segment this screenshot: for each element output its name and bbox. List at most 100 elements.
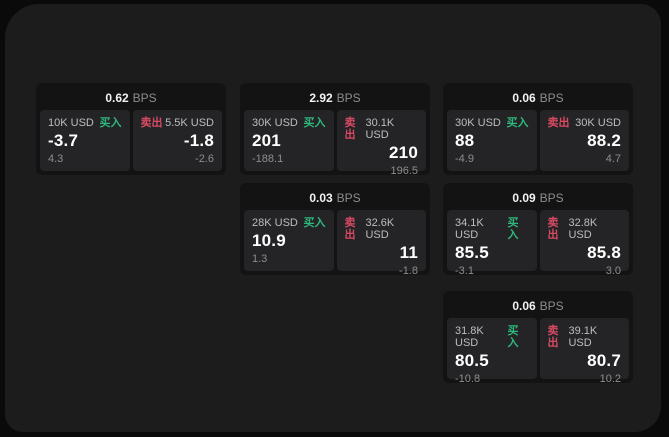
buy-delta: -4.9 bbox=[455, 153, 474, 165]
sell-delta: 3.0 bbox=[605, 265, 621, 277]
quote-card-body: 31.8K USD 买入 80.5 -10.8 卖出 39.1K USD 80.… bbox=[443, 318, 633, 385]
sell-notional: 30.1K USD bbox=[365, 117, 395, 141]
quote-card: 0.62 BPS 10K USD 买入 -3.7 4.3 卖出 5.5K USD bbox=[36, 83, 226, 175]
buy-quote-pane[interactable]: 30K USD 买入 201 -188.1 bbox=[244, 110, 334, 171]
sell-delta: -1.8 bbox=[399, 265, 418, 277]
spread-bps-value: 0.06 bbox=[512, 90, 536, 105]
buy-notional: 34.1K USD bbox=[455, 217, 484, 241]
sell-notional: 5.5K USD bbox=[165, 117, 214, 129]
buy-quote-pane[interactable]: 10K USD 买入 -3.7 4.3 bbox=[40, 110, 130, 171]
spread-bps-unit: BPS bbox=[539, 90, 564, 105]
spread-bps-unit: BPS bbox=[336, 190, 361, 205]
sell-delta: 4.7 bbox=[605, 153, 621, 165]
quote-card: 0.06 BPS 30K USD 买入 88 -4.9 卖出 30K USD bbox=[443, 83, 633, 175]
spread-bps-value: 0.09 bbox=[512, 190, 536, 205]
spread-bps-unit: BPS bbox=[132, 90, 157, 105]
sell-delta: 10.2 bbox=[599, 373, 621, 385]
buy-side-label: 买入 bbox=[506, 117, 529, 129]
buy-quote-pane[interactable]: 30K USD 买入 88 -4.9 bbox=[447, 110, 537, 171]
spread-bps-unit: BPS bbox=[539, 298, 564, 313]
spread-header: 0.03 BPS bbox=[240, 183, 430, 210]
sell-pane-top: 卖出 30.1K USD bbox=[345, 117, 419, 141]
buy-pane-top: 28K USD 买入 bbox=[252, 217, 326, 229]
sell-side-label: 卖出 bbox=[344, 117, 356, 141]
quote-card: 2.92 BPS 30K USD 买入 201 -188.1 卖出 30.1K … bbox=[240, 83, 430, 177]
buy-delta: -3.1 bbox=[455, 265, 474, 277]
spread-bps-unit: BPS bbox=[539, 190, 564, 205]
sell-price: 80.7 bbox=[587, 351, 621, 370]
buy-delta: -10.8 bbox=[455, 373, 481, 385]
sell-price: 210 bbox=[389, 143, 418, 162]
quotes-board-panel: 0.62 BPS 10K USD 买入 -3.7 4.3 卖出 5.5K USD bbox=[5, 4, 661, 432]
sell-side-label: 卖出 bbox=[140, 117, 163, 129]
buy-notional: 30K USD bbox=[252, 117, 298, 129]
sell-price: -1.8 bbox=[183, 131, 214, 150]
sell-quote-pane[interactable]: 卖出 32.6K USD 11 -1.8 bbox=[336, 210, 426, 277]
buy-price: 80.5 bbox=[455, 351, 489, 370]
spread-bps-value: 0.06 bbox=[512, 298, 536, 313]
sell-price: 11 bbox=[399, 243, 418, 262]
quote-card-body: 10K USD 买入 -3.7 4.3 卖出 5.5K USD -1.8 -2.… bbox=[36, 110, 226, 171]
sell-delta: -2.6 bbox=[195, 153, 214, 165]
sell-price: 88.2 bbox=[587, 131, 621, 150]
sell-notional: 30K USD bbox=[575, 117, 621, 129]
sell-pane-top: 卖出 5.5K USD bbox=[141, 117, 215, 129]
buy-quote-pane[interactable]: 28K USD 买入 10.9 1.3 bbox=[244, 210, 334, 271]
buy-notional: 31.8K USD bbox=[455, 325, 484, 349]
sell-price: 85.8 bbox=[587, 243, 621, 262]
buy-quote-pane[interactable]: 31.8K USD 买入 80.5 -10.8 bbox=[447, 318, 537, 385]
sell-quote-pane[interactable]: 卖出 32.8K USD 85.8 3.0 bbox=[539, 210, 629, 277]
buy-delta: 4.3 bbox=[48, 153, 64, 165]
sell-pane-top: 卖出 32.6K USD bbox=[345, 217, 419, 241]
buy-side-label: 买入 bbox=[507, 325, 519, 349]
buy-pane-top: 31.8K USD 买入 bbox=[455, 325, 529, 349]
sell-pane-top: 卖出 32.8K USD bbox=[548, 217, 622, 241]
sell-pane-top: 卖出 30K USD bbox=[548, 117, 622, 129]
quote-card-body: 34.1K USD 买入 85.5 -3.1 卖出 32.8K USD 85.8… bbox=[443, 210, 633, 277]
sell-pane-top: 卖出 39.1K USD bbox=[548, 325, 622, 349]
quote-card-body: 28K USD 买入 10.9 1.3 卖出 32.6K USD 11 -1.8 bbox=[240, 210, 430, 277]
sell-quote-pane[interactable]: 卖出 30.1K USD 210 196.5 bbox=[336, 110, 426, 177]
buy-delta: -188.1 bbox=[252, 153, 284, 165]
sell-quote-pane[interactable]: 卖出 39.1K USD 80.7 10.2 bbox=[539, 318, 629, 385]
spread-bps-value: 0.62 bbox=[105, 90, 129, 105]
sell-notional: 32.8K USD bbox=[568, 217, 598, 241]
spread-header: 0.62 BPS bbox=[36, 83, 226, 110]
quote-card-body: 30K USD 买入 201 -188.1 卖出 30.1K USD 210 1… bbox=[240, 110, 430, 177]
buy-price: 88 bbox=[455, 131, 475, 150]
spread-bps-unit: BPS bbox=[336, 90, 361, 105]
sell-notional: 32.6K USD bbox=[365, 217, 395, 241]
spread-header: 0.06 BPS bbox=[443, 291, 633, 318]
buy-price: 201 bbox=[252, 131, 281, 150]
buy-notional: 10K USD bbox=[48, 117, 94, 129]
buy-notional: 28K USD bbox=[252, 217, 298, 229]
sell-quote-pane[interactable]: 卖出 5.5K USD -1.8 -2.6 bbox=[132, 110, 222, 171]
quote-card: 0.06 BPS 31.8K USD 买入 80.5 -10.8 卖出 39.1… bbox=[443, 291, 633, 385]
sell-delta: 196.5 bbox=[390, 165, 418, 177]
quote-card: 0.09 BPS 34.1K USD 买入 85.5 -3.1 卖出 32.8K… bbox=[443, 183, 633, 277]
buy-quote-pane[interactable]: 34.1K USD 买入 85.5 -3.1 bbox=[447, 210, 537, 277]
buy-price: -3.7 bbox=[48, 131, 79, 150]
spread-header: 2.92 BPS bbox=[240, 83, 430, 110]
sell-side-label: 卖出 bbox=[547, 217, 559, 241]
buy-side-label: 买入 bbox=[303, 217, 326, 229]
buy-side-label: 买入 bbox=[303, 117, 326, 129]
buy-pane-top: 10K USD 买入 bbox=[48, 117, 122, 129]
quote-card: 0.03 BPS 28K USD 买入 10.9 1.3 卖出 32.6K US… bbox=[240, 183, 430, 277]
buy-delta: 1.3 bbox=[252, 253, 268, 265]
buy-pane-top: 34.1K USD 买入 bbox=[455, 217, 529, 241]
spread-header: 0.06 BPS bbox=[443, 83, 633, 110]
sell-quote-pane[interactable]: 卖出 30K USD 88.2 4.7 bbox=[539, 110, 629, 171]
buy-side-label: 买入 bbox=[507, 217, 519, 241]
buy-side-label: 买入 bbox=[99, 117, 122, 129]
spread-bps-value: 2.92 bbox=[309, 90, 333, 105]
buy-price: 10.9 bbox=[252, 231, 286, 250]
sell-side-label: 卖出 bbox=[344, 217, 356, 241]
spread-bps-value: 0.03 bbox=[309, 190, 333, 205]
spread-header: 0.09 BPS bbox=[443, 183, 633, 210]
sell-side-label: 卖出 bbox=[547, 117, 570, 129]
buy-notional: 30K USD bbox=[455, 117, 501, 129]
buy-price: 85.5 bbox=[455, 243, 489, 262]
quote-card-body: 30K USD 买入 88 -4.9 卖出 30K USD 88.2 4.7 bbox=[443, 110, 633, 171]
